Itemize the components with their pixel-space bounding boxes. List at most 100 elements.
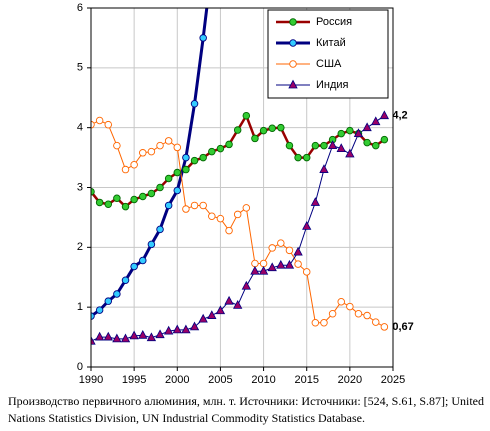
marker: [95, 306, 104, 314]
marker: [91, 187, 95, 196]
legend-box: [267, 9, 389, 99]
legend-label: Китай: [316, 37, 346, 49]
marker: [208, 147, 216, 156]
marker: [182, 205, 190, 213]
marker: [139, 192, 147, 201]
marker: [156, 225, 164, 234]
marker: [379, 110, 390, 120]
y-tick-label: 1: [77, 301, 83, 313]
marker: [259, 126, 268, 135]
marker: [267, 262, 277, 272]
marker: [353, 128, 364, 138]
marker: [302, 153, 311, 162]
marker: [112, 333, 122, 343]
marker: [182, 153, 190, 162]
marker: [181, 324, 191, 334]
marker: [259, 259, 268, 268]
marker: [302, 268, 311, 276]
marker: [294, 260, 302, 268]
labels: 0 1 2 3 4 5 6 1990 1995 2000 2005 2010 2015 2020 2025 4…: [77, 2, 414, 386]
marker: [251, 134, 259, 143]
marker: [104, 120, 113, 129]
marker: [277, 239, 285, 247]
marker: [156, 141, 164, 150]
marker: [354, 309, 363, 318]
marker: [121, 165, 130, 174]
y-tick-label: 3: [77, 181, 83, 193]
x-tick-label: 2010: [251, 374, 275, 386]
marker: [130, 161, 138, 169]
x-tick-label: 2025: [381, 374, 405, 386]
marker: [103, 331, 113, 341]
marker: [380, 135, 389, 144]
x-tick-label: 2005: [208, 374, 232, 386]
legend-label: Россия: [316, 16, 352, 28]
marker: [94, 331, 105, 341]
marker: [233, 210, 242, 219]
marker: [198, 313, 208, 323]
marker: [155, 329, 165, 339]
marker: [363, 311, 371, 320]
marker: [320, 141, 328, 150]
annotation: 0,67: [392, 321, 413, 333]
marker: [190, 156, 199, 165]
marker: [147, 189, 156, 198]
marker: [302, 221, 312, 230]
marker: [311, 141, 320, 150]
marker: [327, 140, 338, 150]
marker: [91, 312, 95, 320]
marker: [224, 295, 234, 305]
marker: [207, 310, 217, 319]
x-tick-label: 2015: [294, 374, 318, 386]
annotation: 4,2: [392, 110, 407, 122]
marker: [268, 124, 276, 133]
marker: [190, 99, 199, 108]
marker: [284, 259, 295, 269]
marker: [241, 280, 251, 290]
marker: [310, 197, 321, 206]
marker: [363, 138, 371, 147]
marker: [199, 201, 207, 210]
marker: [371, 141, 380, 150]
marker: [337, 298, 345, 306]
marker: [328, 309, 337, 318]
marker: [380, 323, 389, 331]
marker: [242, 204, 251, 212]
marker: [250, 265, 260, 275]
marker: [104, 200, 113, 209]
marker: [156, 183, 164, 192]
marker: [285, 246, 294, 255]
marker: [173, 168, 182, 177]
marker: [289, 60, 297, 68]
marker: [225, 226, 233, 235]
marker: [371, 318, 380, 326]
marker: [147, 147, 156, 156]
marker: [216, 214, 225, 223]
legend-label: Индия: [316, 79, 349, 91]
x-tick-label: 1995: [122, 374, 146, 386]
caption: Производство первичного алюминия, млн. т…: [8, 394, 484, 425]
marker: [289, 39, 297, 47]
marker: [233, 300, 243, 309]
marker: [233, 126, 242, 134]
marker: [251, 259, 259, 268]
marker: [120, 333, 131, 343]
marker: [225, 140, 233, 149]
marker: [285, 141, 294, 150]
marker: [95, 198, 104, 207]
marker: [91, 335, 96, 345]
marker: [258, 265, 269, 275]
marker: [95, 116, 104, 125]
marker: [277, 123, 285, 132]
marker: [147, 240, 156, 249]
marker: [199, 34, 207, 42]
marker: [320, 318, 328, 327]
marker: [163, 325, 174, 335]
marker: [130, 262, 138, 271]
marker: [215, 305, 226, 315]
marker: [173, 143, 182, 152]
marker: [164, 137, 173, 145]
marker: [346, 126, 354, 135]
marker: [164, 201, 173, 210]
